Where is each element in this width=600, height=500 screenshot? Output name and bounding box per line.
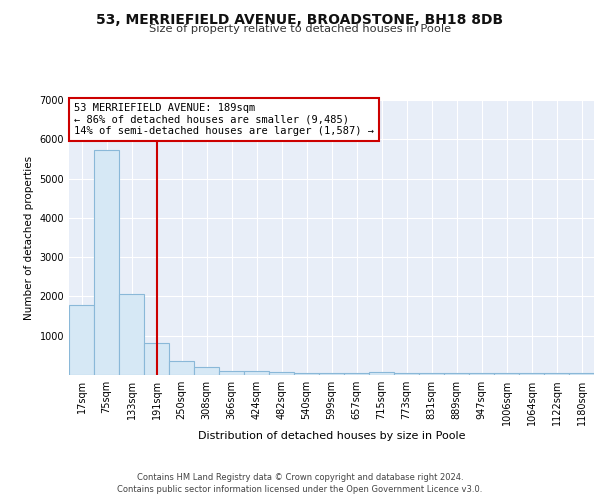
- Bar: [119, 294, 144, 375]
- Bar: [169, 361, 194, 375]
- X-axis label: Distribution of detached houses by size in Poole: Distribution of detached houses by size …: [198, 431, 465, 441]
- Bar: [344, 372, 369, 375]
- Bar: [219, 371, 244, 375]
- Bar: [419, 373, 444, 375]
- Bar: [519, 373, 544, 375]
- Bar: [319, 372, 344, 375]
- Text: Contains HM Land Registry data © Crown copyright and database right 2024.
Contai: Contains HM Land Registry data © Crown c…: [118, 472, 482, 494]
- Y-axis label: Number of detached properties: Number of detached properties: [24, 156, 34, 320]
- Bar: [544, 373, 569, 375]
- Bar: [394, 373, 419, 375]
- Bar: [69, 305, 94, 375]
- Bar: [194, 367, 219, 375]
- Bar: [569, 373, 594, 375]
- Bar: [144, 343, 169, 375]
- Bar: [444, 373, 469, 375]
- Text: 53, MERRIEFIELD AVENUE, BROADSTONE, BH18 8DB: 53, MERRIEFIELD AVENUE, BROADSTONE, BH18…: [97, 12, 503, 26]
- Text: 53 MERRIEFIELD AVENUE: 189sqm
← 86% of detached houses are smaller (9,485)
14% o: 53 MERRIEFIELD AVENUE: 189sqm ← 86% of d…: [74, 103, 374, 136]
- Text: Size of property relative to detached houses in Poole: Size of property relative to detached ho…: [149, 24, 451, 34]
- Bar: [294, 372, 319, 375]
- Bar: [369, 372, 394, 375]
- Bar: [94, 150, 119, 375]
- Bar: [269, 372, 294, 375]
- Bar: [244, 372, 269, 375]
- Bar: [494, 373, 519, 375]
- Bar: [469, 373, 494, 375]
